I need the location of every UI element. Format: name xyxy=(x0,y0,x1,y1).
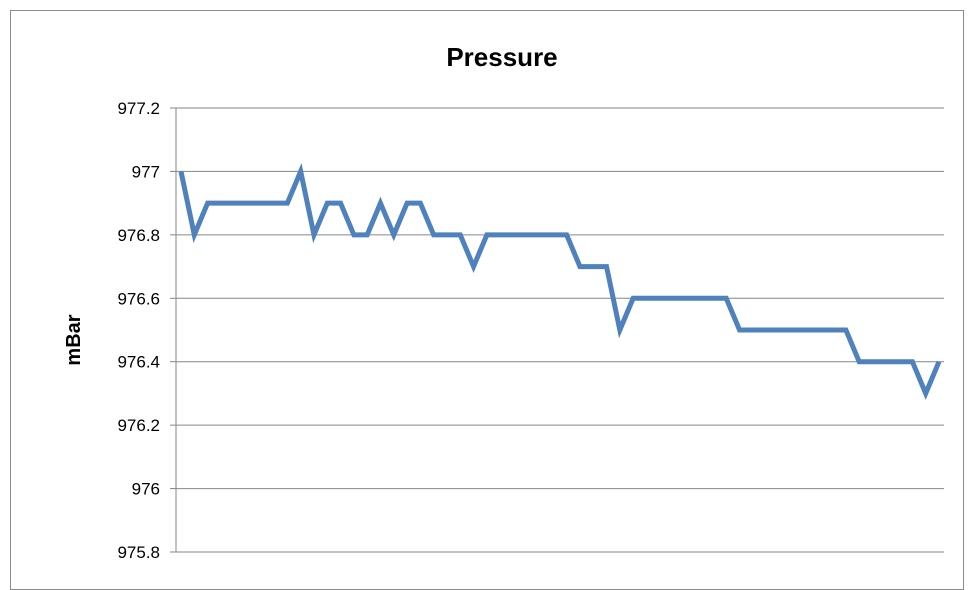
pressure-line-chart: 975.8 976 976.2 976.4 976.6 976.8 977 977.2 Pre… xyxy=(63,42,944,562)
chart-frame xyxy=(10,10,964,590)
y-axis-label: mBar xyxy=(63,314,85,365)
series-line xyxy=(178,163,942,400)
y-tick-label: 976.6 xyxy=(117,289,160,308)
y-tick-label: 977.2 xyxy=(117,99,160,118)
y-tick-label: 976.2 xyxy=(117,416,160,435)
y-tick-label: 975.8 xyxy=(117,543,160,562)
y-tick-label: 976.8 xyxy=(117,226,160,245)
y-tick-label: 976.4 xyxy=(117,353,160,372)
y-tick-label: 977 xyxy=(132,162,160,181)
y-tick-label: 976 xyxy=(132,480,160,499)
y-tick-labels: 975.8 976 976.2 976.4 976.6 976.8 977 977.2 xyxy=(117,99,160,562)
chart-title: Pressure xyxy=(446,42,557,72)
